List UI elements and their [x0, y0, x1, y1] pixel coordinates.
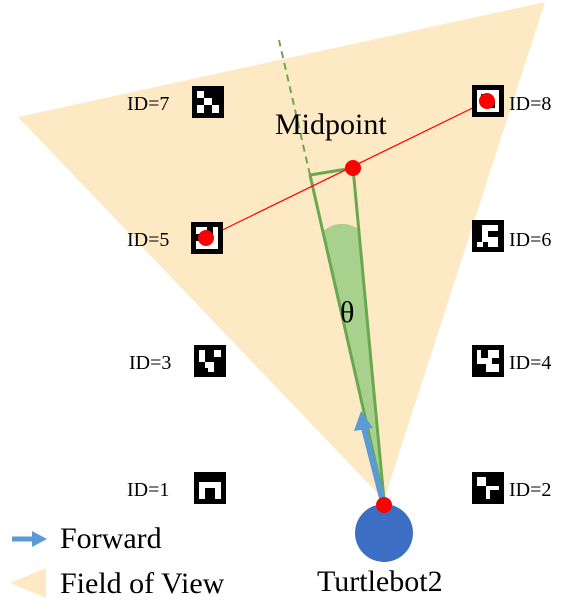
marker-label-7: ID=7	[127, 93, 169, 115]
theta-label: θ	[340, 296, 354, 329]
robot-label: Turtlebot2	[317, 565, 443, 598]
forward-arrow-head	[354, 411, 373, 431]
marker-label-5: ID=5	[127, 229, 169, 251]
legend-fov-swatch	[10, 568, 46, 598]
midpoint-label: Midpoint	[275, 108, 387, 141]
marker-5-center-dot	[198, 230, 214, 246]
marker-8-center-dot	[479, 93, 495, 109]
angle-line-midpoint	[351, 167, 386, 501]
marker-label-2: ID=2	[509, 479, 551, 501]
marker-label-6: ID=6	[509, 229, 551, 251]
legend-forward-arrow-head	[32, 531, 47, 547]
turtlebot-robot	[355, 504, 413, 562]
robot-position-dot	[376, 497, 392, 513]
midpoint-dot	[345, 160, 361, 176]
field-of-view-region	[18, 2, 545, 500]
aruco-marker-4	[472, 345, 504, 377]
legend-fov-label: Field of View	[60, 567, 225, 600]
marker-label-4: ID=4	[509, 352, 551, 374]
aruco-marker-6	[472, 220, 504, 252]
forward-arrow-shaft	[361, 427, 385, 499]
aruco-marker-3	[194, 345, 226, 377]
legend-forward-label: Forward	[60, 522, 162, 555]
aruco-marker-1	[194, 472, 226, 504]
aruco-marker-2	[472, 472, 504, 504]
marker-label-3: ID=3	[129, 352, 171, 374]
marker-label-8: ID=8	[509, 93, 551, 115]
marker-label-1: ID=1	[127, 479, 169, 501]
aruco-marker-7	[192, 86, 224, 118]
